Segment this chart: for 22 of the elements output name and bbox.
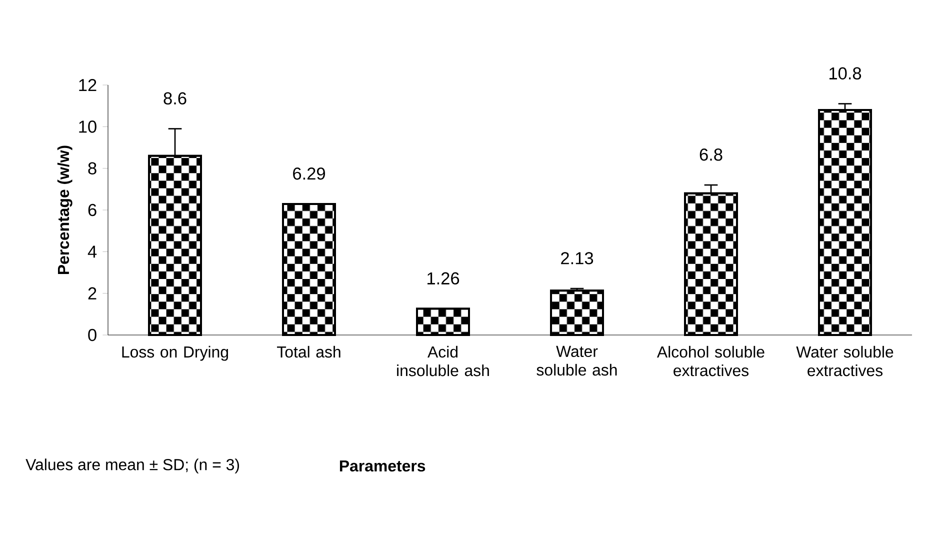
x-tick-label: Water soluble extractives bbox=[796, 346, 894, 376]
y-tick-label: 10 bbox=[79, 120, 96, 133]
data-label: 6.8 bbox=[700, 148, 722, 161]
x-tick-label: Acid insoluble ash bbox=[397, 346, 489, 376]
data-label: 10.8 bbox=[830, 67, 862, 80]
y-tick-label: 6 bbox=[88, 204, 96, 216]
data-label: 6.29 bbox=[293, 167, 325, 180]
text: Values are mean ± SD; (n = 3) bbox=[26, 458, 239, 474]
y-tick-label: 12 bbox=[79, 78, 96, 92]
y-tick-label: 0 bbox=[88, 328, 96, 342]
x-tick-label: Alcohol soluble extractives bbox=[656, 346, 764, 376]
x-tick-label: Water soluble ash bbox=[536, 346, 617, 376]
y-tick-label: 4 bbox=[88, 246, 97, 258]
x-tick-label: Loss on Drying bbox=[122, 346, 228, 361]
text: Parameters bbox=[340, 460, 426, 472]
data-label: 8.6 bbox=[164, 92, 186, 104]
y-axis-title: Percentage (w/w) bbox=[57, 146, 72, 274]
y-tick-label: 2 bbox=[88, 287, 96, 300]
x-tick-label: Total ash bbox=[277, 346, 340, 358]
data-label: 1.26 bbox=[428, 272, 460, 284]
y-tick-label: 8 bbox=[88, 162, 96, 174]
data-label: 2.13 bbox=[561, 252, 594, 264]
